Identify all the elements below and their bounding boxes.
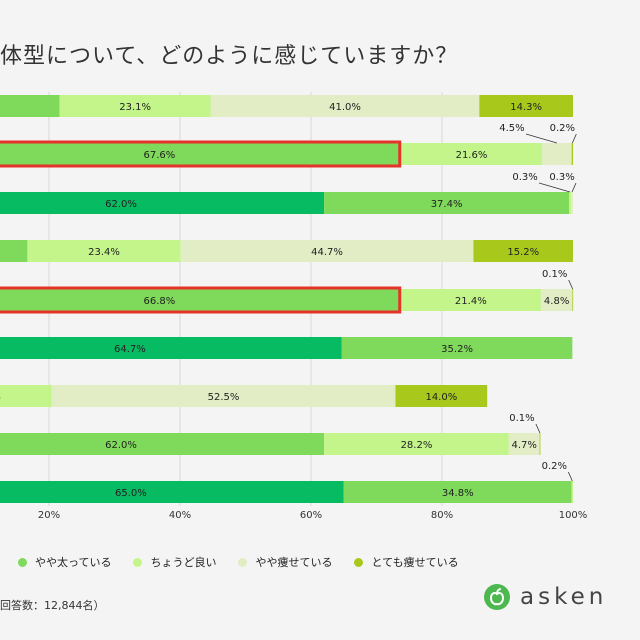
data-label: 44.7% [311,247,343,258]
bar-segment [324,433,509,455]
bar-segment [571,143,573,165]
bar-segment [0,385,52,407]
data-label: 23.1% [119,102,151,113]
highlight-box [0,140,402,168]
data-label: 34.8% [442,488,474,499]
outside-data-label: 0.1% [542,269,567,280]
data-label: 25.1% [0,392,1,403]
bar-segment [473,240,573,262]
legend-label: ちょうど良い [150,556,217,569]
data-label: 21.4% [455,296,487,307]
bar-segment [0,192,325,214]
bar-segment [569,192,572,214]
data-label: 15.2% [507,247,539,258]
brand-name: asken [520,584,608,610]
bar-segment [540,289,573,311]
bar-segment [59,95,211,117]
bar-segment [400,143,543,165]
x-tick-label: 100% [559,510,588,521]
data-label: 37.4% [431,199,463,210]
data-label: 64.7% [114,344,146,355]
leader-line [571,133,577,144]
leader-line [568,279,574,290]
bar-segment [210,95,480,117]
legend-item-overweight-slightly: やや太っている [18,554,111,570]
data-label: 23.4% [88,247,120,258]
bar-segment [51,385,396,407]
data-label: 21.6% [456,150,488,161]
data-label: 66.8% [143,296,175,307]
highlight-box [0,286,402,314]
data-label: 14.3% [510,102,542,113]
stacked-bar-chart: %23.1%41.0%14.3%67.6%21.6%4.5%0.2%62.0%3… [0,92,588,521]
outside-data-label: 0.1% [509,413,534,424]
outside-data-label: 0.2% [542,461,567,472]
leader-line [535,423,541,434]
x-tick-label: 60% [300,510,322,521]
bar-segment [0,240,28,262]
bar-segment [395,385,488,407]
leader-line [538,182,571,193]
data-label: 35.2% [441,344,473,355]
data-label: 62.0% [105,199,137,210]
outside-data-label: 4.5% [499,123,524,134]
bar-segment [572,289,574,311]
bar-segment [324,192,570,214]
bar-segment [0,95,60,117]
bar-segment [508,433,540,455]
legend-label: とても痩せている [371,556,459,569]
bar-segment [479,95,573,117]
bar-segment [343,481,572,503]
outside-data-label: 0.3% [549,172,574,183]
bar-segment [0,289,401,311]
legend-swatch [18,557,27,567]
bar-segment [539,433,541,455]
legend-swatch [354,557,364,567]
data-label: 4.8% [544,296,569,307]
outside-data-label: 0.2% [550,123,575,134]
outside-data-label: 0.3% [512,172,537,183]
legend-label: やや太っている [35,556,112,569]
data-label: 62.0% [105,440,137,451]
data-label: 52.5% [208,392,240,403]
x-tick-label: 20% [38,510,60,521]
response-count-note: 回答数：12,844名） [0,599,105,612]
bar-segment [571,481,573,503]
legend: やや太っている ちょうど良い やや痩せている とても痩せている [0,554,481,570]
bar-segment [400,289,541,311]
data-label: 41.0% [329,102,361,113]
bar-segment [571,192,573,214]
bar-segment [0,337,342,359]
apple-logo-icon [484,584,510,610]
legend-item-very-thin: とても痩せている [354,554,459,570]
legend-label: やや痩せている [255,556,333,569]
brand-logo: asken [482,582,607,612]
leader-line [567,471,573,482]
x-tick-label: 40% [169,510,191,521]
bar-segment [180,240,474,262]
bar-segment [0,143,401,165]
leader-line [525,133,558,144]
leader-line [571,182,577,193]
chart-title: 体型について、どのように感じていますか？ [0,44,459,69]
data-label: 67.6% [143,150,175,161]
data-label: 4.7% [511,440,536,451]
bar-segment [27,240,181,262]
bar-segment [0,433,325,455]
legend-item-just-right: ちょうど良い [133,554,216,570]
legend-swatch [133,557,143,567]
legend-swatch [238,557,248,567]
bar-segment [341,337,573,359]
data-label: 28.2% [401,440,433,451]
bar-segment [542,143,572,165]
data-label: 65.0% [115,488,147,499]
legend-item-slightly-thin: やや痩せている [238,554,332,570]
x-tick-label: 80% [431,510,453,521]
bar-segment [0,481,344,503]
data-label: 14.0% [425,392,457,403]
